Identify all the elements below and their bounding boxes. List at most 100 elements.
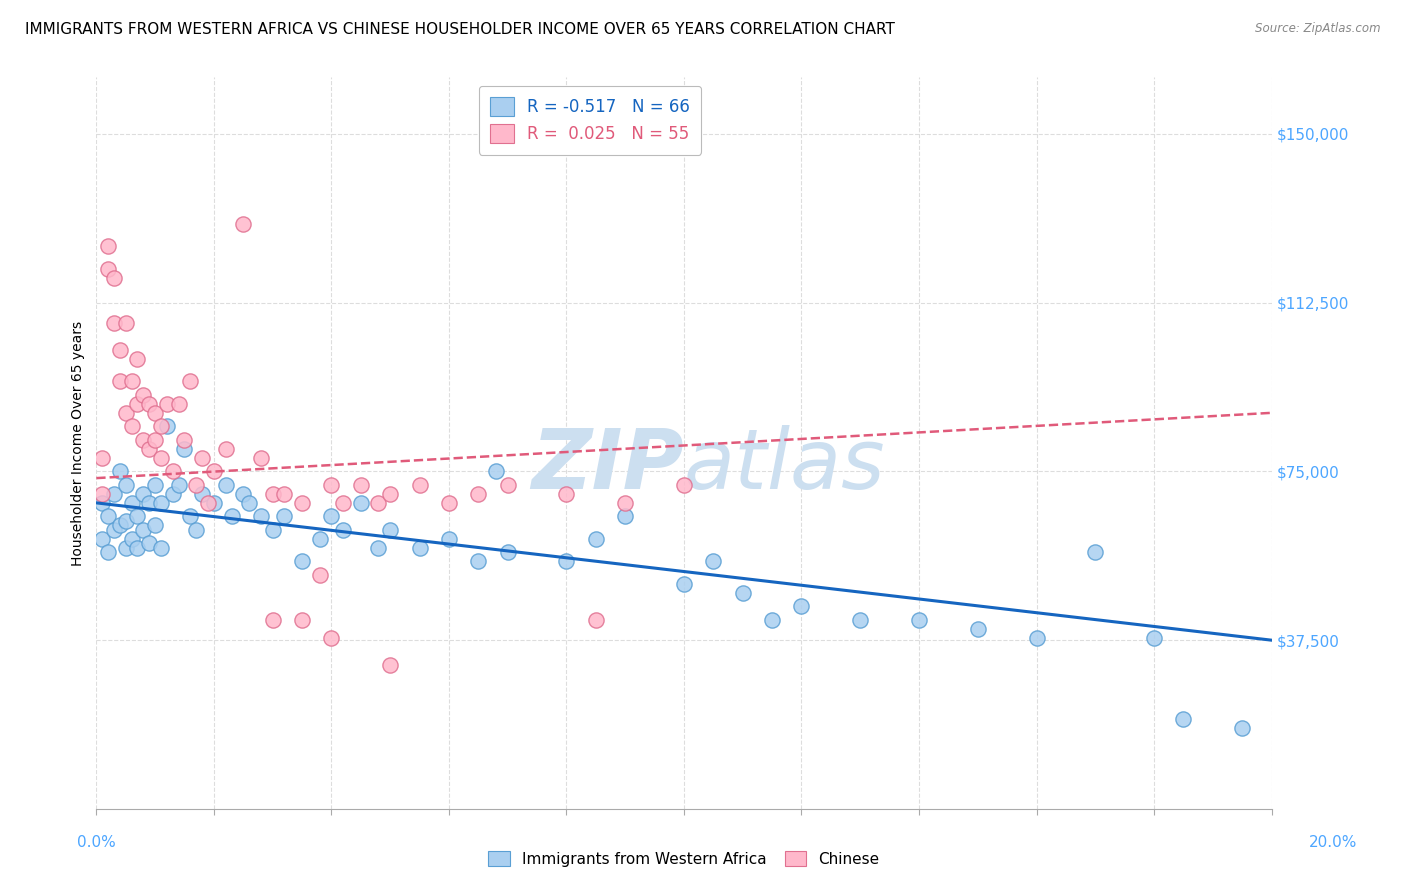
Point <box>114 514 136 528</box>
Point <box>614 496 637 510</box>
Point <box>132 487 155 501</box>
Point <box>91 487 114 501</box>
Point <box>761 613 783 627</box>
Point <box>232 487 254 501</box>
Point <box>332 523 354 537</box>
Point <box>143 406 166 420</box>
Point <box>321 631 343 645</box>
Point <box>97 261 120 276</box>
Point <box>162 464 184 478</box>
Point <box>121 496 143 510</box>
Point <box>97 239 120 253</box>
Point <box>262 613 284 627</box>
Point <box>1173 712 1195 726</box>
Point <box>496 478 519 492</box>
Point <box>408 541 430 555</box>
Point <box>132 433 155 447</box>
Point <box>150 541 173 555</box>
Point <box>121 419 143 434</box>
Point <box>1025 631 1047 645</box>
Point <box>91 532 114 546</box>
Point <box>308 532 330 546</box>
Y-axis label: Householder Income Over 65 years: Householder Income Over 65 years <box>72 320 86 566</box>
Text: 0.0%: 0.0% <box>77 836 117 850</box>
Point <box>238 496 260 510</box>
Point <box>367 496 389 510</box>
Point <box>143 478 166 492</box>
Point <box>1232 721 1254 735</box>
Point <box>186 478 208 492</box>
Point <box>250 450 273 465</box>
Point <box>262 523 284 537</box>
Point <box>321 478 343 492</box>
Point <box>273 509 295 524</box>
Point <box>97 509 120 524</box>
Point <box>127 351 149 366</box>
Point <box>467 554 489 568</box>
Point <box>250 509 273 524</box>
Point <box>437 496 460 510</box>
Point <box>121 532 143 546</box>
Point <box>127 397 149 411</box>
Point <box>97 545 120 559</box>
Point <box>108 464 131 478</box>
Point <box>1084 545 1107 559</box>
Point <box>378 657 401 672</box>
Point <box>555 487 578 501</box>
Text: atlas: atlas <box>683 425 886 506</box>
Point <box>91 496 114 510</box>
Point <box>127 541 149 555</box>
Point <box>291 496 314 510</box>
Point <box>966 622 988 636</box>
Point <box>156 397 179 411</box>
Point <box>555 554 578 568</box>
Text: ZIP: ZIP <box>531 425 683 506</box>
Point <box>173 433 195 447</box>
Point <box>308 568 330 582</box>
Point <box>191 450 214 465</box>
Point <box>702 554 724 568</box>
Legend: Immigrants from Western Africa, Chinese: Immigrants from Western Africa, Chinese <box>481 844 887 874</box>
Point <box>156 419 179 434</box>
Point <box>138 397 160 411</box>
Point <box>202 464 225 478</box>
Point <box>138 496 160 510</box>
Point <box>908 613 931 627</box>
Point <box>143 518 166 533</box>
Point <box>273 487 295 501</box>
Point <box>179 509 201 524</box>
Point <box>214 442 236 456</box>
Point <box>150 419 173 434</box>
Point <box>132 388 155 402</box>
Point <box>291 554 314 568</box>
Point <box>150 496 173 510</box>
Point <box>378 487 401 501</box>
Point <box>496 545 519 559</box>
Point <box>291 613 314 627</box>
Point <box>121 374 143 388</box>
Point <box>186 523 208 537</box>
Point <box>108 518 131 533</box>
Point <box>114 478 136 492</box>
Text: Source: ZipAtlas.com: Source: ZipAtlas.com <box>1256 22 1381 36</box>
Point <box>91 450 114 465</box>
Point <box>108 343 131 357</box>
Point <box>108 374 131 388</box>
Point <box>138 536 160 550</box>
Point <box>672 577 695 591</box>
Point <box>321 509 343 524</box>
Point <box>408 478 430 492</box>
Point <box>672 478 695 492</box>
Point <box>367 541 389 555</box>
Point <box>221 509 243 524</box>
Point <box>127 509 149 524</box>
Point <box>485 464 508 478</box>
Point <box>138 442 160 456</box>
Point <box>731 586 754 600</box>
Point <box>214 478 236 492</box>
Point <box>103 487 125 501</box>
Point <box>114 406 136 420</box>
Point <box>179 374 201 388</box>
Point <box>378 523 401 537</box>
Point <box>114 541 136 555</box>
